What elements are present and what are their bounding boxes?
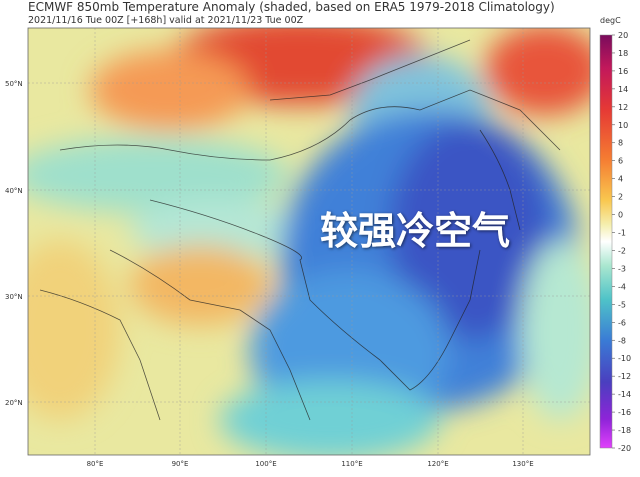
lat-label: 40°N xyxy=(5,187,23,195)
overlay-text: 较强冷空气 xyxy=(320,209,510,253)
colorbar-tick-label: -5 xyxy=(618,300,626,309)
colorbar-tick-label: 20 xyxy=(618,31,628,40)
colorbar-tick-label: 18 xyxy=(618,49,628,58)
colorbar-unit: degC xyxy=(600,16,621,25)
lon-label: 120°E xyxy=(427,460,448,468)
lon-label: 130°E xyxy=(512,460,533,468)
colorbar-tick-label: -10 xyxy=(618,354,631,363)
colorbar-tick-label: -3 xyxy=(618,264,626,273)
lon-label: 90°E xyxy=(172,460,189,468)
colorbar-tick-label: 12 xyxy=(618,103,628,112)
colorbar-tick-label: 2 xyxy=(618,193,623,202)
colorbar-tick-label: -14 xyxy=(618,390,631,399)
colorbar-tick-label: -16 xyxy=(618,408,631,417)
colorbar-tick-label: 4 xyxy=(618,175,623,184)
colorbar-tick-label: -4 xyxy=(618,282,626,291)
colorbar-tick-label: -2 xyxy=(618,246,626,255)
lat-label: 30°N xyxy=(5,293,23,301)
colorbar-tick-label: -8 xyxy=(618,336,626,345)
map: 较强冷空气 xyxy=(28,28,590,455)
lat-label: 20°N xyxy=(5,399,23,407)
colorbar-tick-label: 16 xyxy=(618,67,628,76)
lon-label: 110°E xyxy=(341,460,362,468)
colorbar-tick-label: -1 xyxy=(618,229,626,238)
colorbar-tick-label: 0 xyxy=(618,211,623,220)
lat-label: 50°N xyxy=(5,80,23,88)
colorbar-tick-label: -6 xyxy=(618,318,626,327)
colorbar-tick-label: 10 xyxy=(618,121,628,130)
lon-label: 80°E xyxy=(87,460,104,468)
colorbar-tick-label: 6 xyxy=(618,157,623,166)
lon-label: 100°E xyxy=(255,460,276,468)
colorbar-tick-label: 8 xyxy=(618,139,623,148)
colorbar-tick-label: -20 xyxy=(618,444,631,453)
colorbar-tick-label: -12 xyxy=(618,372,631,381)
colorbar xyxy=(599,34,613,449)
colorbar-tick-label: 14 xyxy=(618,85,628,94)
subtitle: 2021/11/16 Tue 00Z [+168h] valid at 2021… xyxy=(28,15,304,26)
colorbar-tick-label: -18 xyxy=(618,426,631,435)
title: ECMWF 850mb Temperature Anomaly (shaded,… xyxy=(28,0,555,14)
